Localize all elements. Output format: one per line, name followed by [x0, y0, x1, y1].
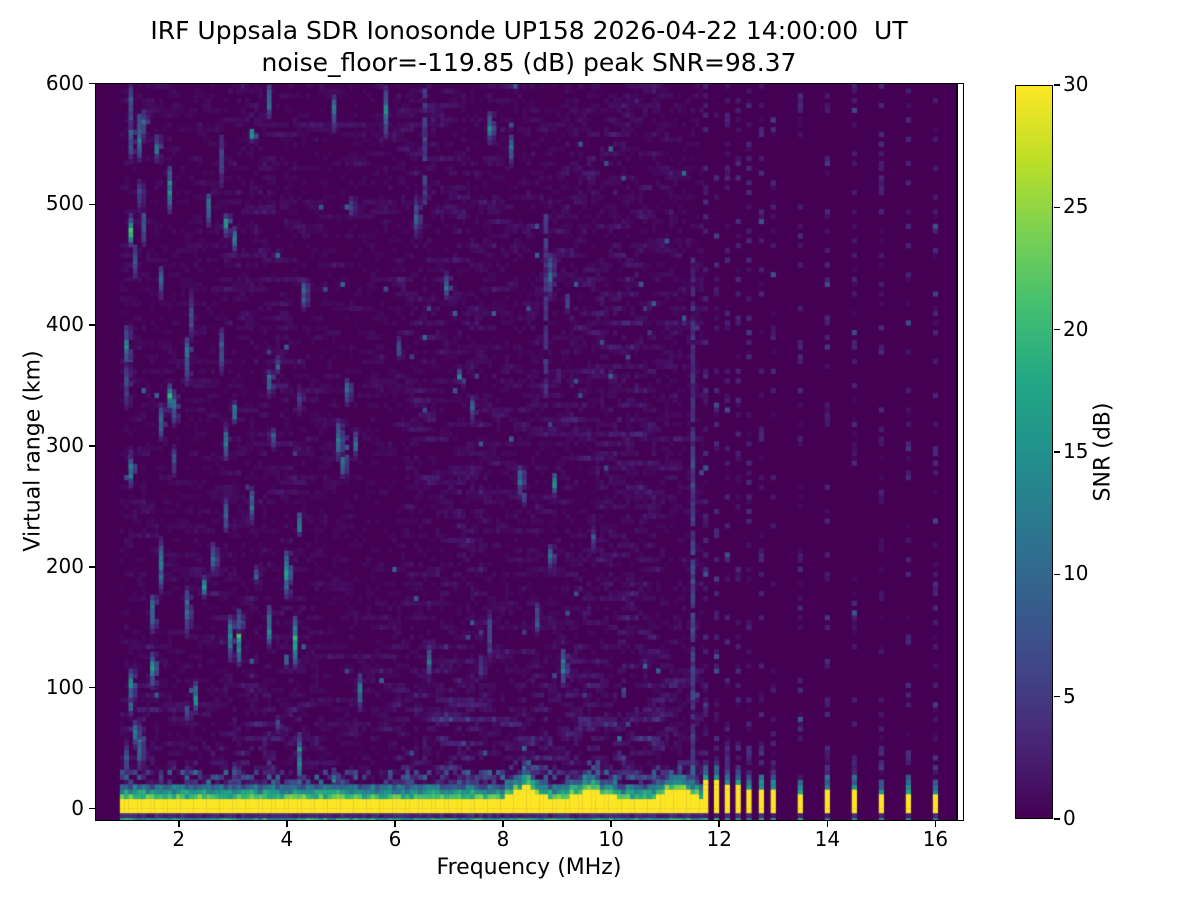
y-tick-label: 300	[45, 433, 84, 458]
colorbar-tick	[1054, 573, 1060, 576]
x-tick	[934, 821, 937, 827]
plot-border	[95, 83, 964, 821]
y-tick-label: 600	[45, 70, 84, 95]
x-tick	[718, 821, 720, 827]
colorbar-tick-label: 30	[1063, 72, 1089, 97]
colorbar-tick-label: 25	[1063, 194, 1089, 219]
y-tick-label: 400	[45, 312, 84, 337]
colorbar-tick-label: 20	[1063, 316, 1089, 341]
x-tick-label: 14	[814, 827, 841, 851]
x-tick	[502, 821, 504, 827]
x-tick	[826, 821, 829, 827]
colorbar-tick-label: 10	[1063, 561, 1089, 586]
y-tick-label: 200	[45, 553, 84, 578]
y-tick-label: 100	[45, 674, 84, 699]
x-tick	[394, 821, 396, 827]
x-tick	[610, 821, 612, 827]
colorbar-tick	[1054, 695, 1060, 698]
colorbar	[1015, 85, 1053, 819]
y-tick	[89, 566, 95, 568]
y-tick	[89, 324, 95, 326]
colorbar-label: SNR (dB)	[1090, 402, 1116, 502]
y-tick	[89, 203, 95, 206]
ionogram-heatmap	[96, 84, 957, 820]
x-tick-label: 8	[496, 827, 510, 851]
colorbar-tick-label: 0	[1063, 806, 1076, 831]
y-tick	[89, 807, 95, 810]
colorbar-tick	[1054, 818, 1060, 820]
x-tick-label: 2	[172, 827, 186, 851]
y-tick-label: 0	[71, 795, 84, 820]
colorbar-tick-label: 5	[1063, 683, 1076, 708]
y-tick-label: 500	[45, 191, 84, 216]
colorbar-tick	[1054, 84, 1060, 86]
x-tick	[178, 821, 180, 827]
data-end-line	[956, 84, 959, 820]
colorbar-tick-label: 15	[1063, 439, 1089, 464]
colorbar-tick	[1054, 328, 1060, 331]
colorbar-tick	[1054, 206, 1060, 209]
y-tick	[89, 686, 95, 689]
y-axis-label: Virtual range (km)	[20, 350, 46, 552]
x-tick-label: 12	[706, 827, 732, 851]
chart-subtitle: noise_floor=-119.85 (dB) peak SNR=98.37	[261, 48, 797, 77]
x-tick-label: 4	[280, 827, 294, 851]
colorbar-tick	[1054, 451, 1060, 453]
x-tick-label: 6	[388, 827, 402, 851]
chart-title: IRF Uppsala SDR Ionosonde UP158 2026-04-…	[150, 16, 908, 45]
x-tick-label: 16	[922, 827, 949, 851]
y-tick	[89, 82, 95, 85]
y-tick	[89, 445, 95, 447]
x-tick-label: 10	[598, 827, 624, 851]
x-tick	[286, 821, 288, 827]
x-axis-label: Frequency (MHz)	[436, 855, 622, 880]
